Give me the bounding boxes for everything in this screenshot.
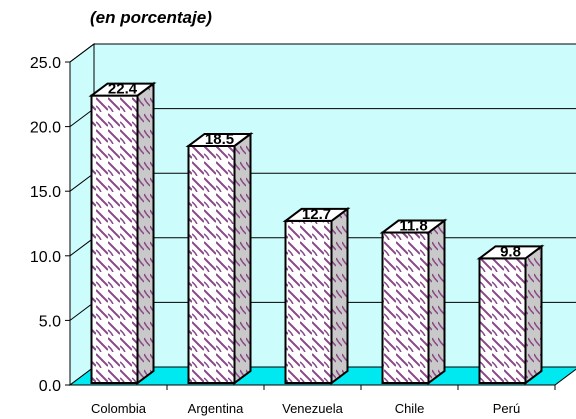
data-label: 11.8 (399, 218, 427, 235)
bar-side (233, 131, 252, 385)
x-tick-label: Colombia (91, 401, 147, 416)
bar-top (476, 245, 545, 260)
chart-subtitle: (en porcentaje) (90, 8, 212, 27)
bar-front (90, 94, 139, 384)
bar (88, 81, 157, 385)
y-tick-label: 15.0 (30, 184, 61, 201)
data-label: 22.4 (108, 81, 138, 98)
y-tick-label: 10.0 (30, 249, 61, 266)
gridline (69, 43, 576, 63)
x-tick-label: Venezuela (282, 401, 343, 416)
data-label: 9.8 (500, 243, 521, 260)
bar (282, 206, 351, 385)
bar-top (88, 82, 157, 97)
y-tick-label: 0.0 (39, 378, 61, 395)
y-tick-label: 5.0 (39, 313, 61, 330)
x-tick-label: Perú (493, 401, 520, 416)
bar-front (478, 257, 527, 384)
x-tick-label: Chile (395, 401, 425, 416)
bar-top (282, 207, 351, 222)
side-wall (69, 43, 95, 386)
bar-top (185, 132, 254, 147)
y-tick-label: 25.0 (30, 55, 61, 72)
bar-side (427, 218, 446, 385)
bar-front (187, 144, 236, 384)
data-label: 18.5 (205, 131, 234, 148)
bar-front (284, 219, 333, 384)
data-label: 12.7 (302, 206, 331, 223)
bar-side (330, 206, 349, 385)
x-tick-label: Argentina (188, 401, 244, 416)
bar-front (381, 231, 430, 384)
bar-top (379, 219, 448, 234)
bar (476, 244, 545, 385)
bar-side (524, 244, 543, 385)
y-tick-label: 20.0 (30, 120, 61, 137)
bar (379, 218, 448, 385)
bar-side (136, 81, 155, 385)
bar (185, 131, 254, 385)
